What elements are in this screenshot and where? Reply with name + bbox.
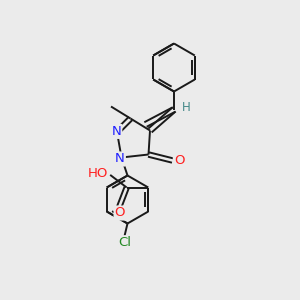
Text: H: H xyxy=(182,100,191,114)
Text: HO: HO xyxy=(87,167,108,180)
Text: O: O xyxy=(115,206,125,220)
Text: N: N xyxy=(112,125,121,138)
Text: N: N xyxy=(115,152,125,166)
Text: Cl: Cl xyxy=(118,236,131,249)
Text: O: O xyxy=(174,154,184,167)
